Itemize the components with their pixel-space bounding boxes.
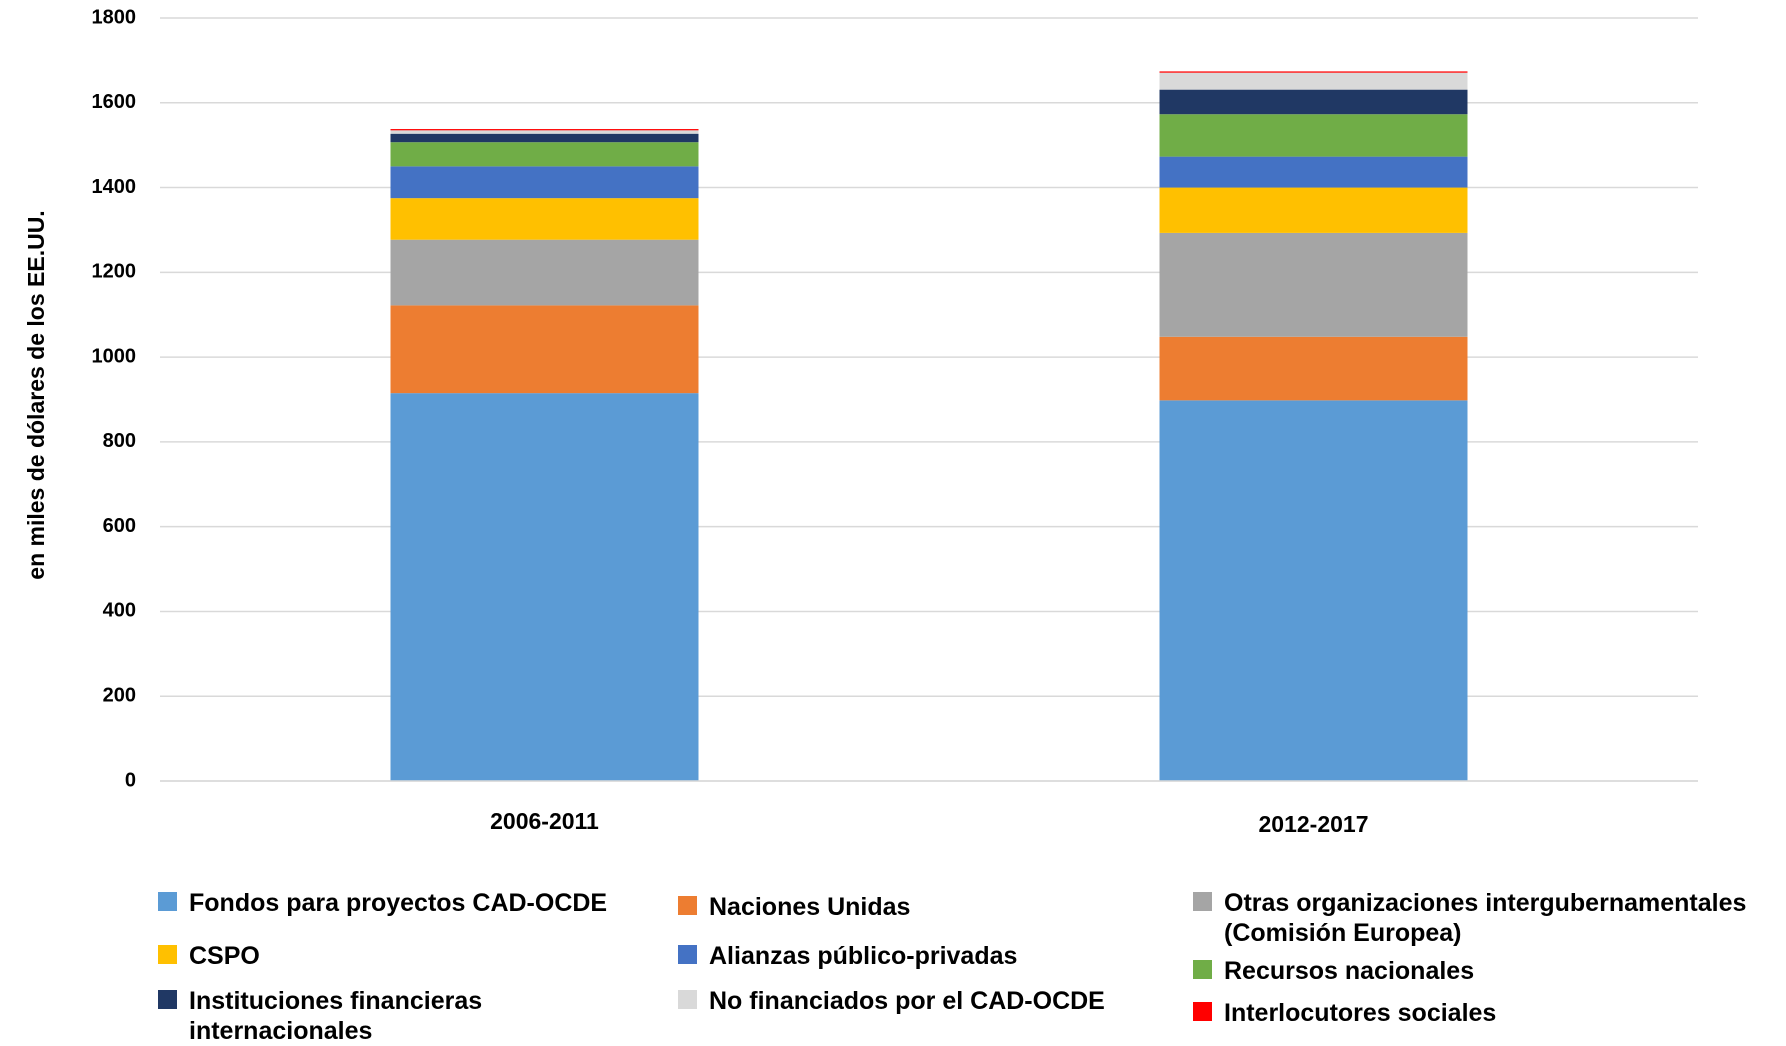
x-tick-label: 2012-2017 bbox=[1259, 811, 1369, 837]
bar-segment bbox=[1159, 187, 1468, 233]
bar-segment bbox=[390, 198, 699, 240]
bar-segment bbox=[390, 133, 699, 143]
bar-segment bbox=[1159, 232, 1468, 337]
bar-segment bbox=[1159, 71, 1468, 73]
axes: 0 200 400 600 800 1000 1200 1400 1600 1800 2006-20… bbox=[92, 6, 1698, 837]
bar-segment bbox=[1159, 336, 1468, 401]
y-axis-label: en miles de dólares de los EE.UU. bbox=[23, 210, 49, 579]
bar-segment bbox=[1159, 400, 1468, 781]
bar-segment bbox=[1159, 114, 1468, 157]
x-tick-label: 2006-2011 bbox=[490, 808, 599, 834]
y-tick-label: 1200 bbox=[92, 261, 137, 283]
y-tick-label: 1800 bbox=[92, 6, 137, 28]
bar-segment bbox=[390, 393, 699, 781]
y-tick-label: 800 bbox=[103, 430, 136, 452]
y-tick-label: 1400 bbox=[92, 176, 137, 198]
bar-segment bbox=[390, 239, 699, 306]
y-tick-label: 0 bbox=[125, 769, 136, 791]
y-tick-label: 400 bbox=[103, 600, 136, 622]
y-tick-label: 200 bbox=[103, 685, 136, 707]
y-tick-label: 1600 bbox=[92, 91, 137, 113]
y-tick-label: 600 bbox=[103, 515, 136, 537]
bar-segment bbox=[390, 130, 699, 134]
bar-segment bbox=[390, 142, 699, 167]
bar-segment bbox=[390, 166, 699, 199]
y-tick-label: 1000 bbox=[92, 345, 137, 367]
bar-segment bbox=[390, 305, 699, 394]
bar-segment bbox=[390, 129, 699, 131]
bars bbox=[390, 71, 1468, 781]
bar-segment bbox=[1159, 72, 1468, 90]
bar-segment bbox=[1159, 156, 1468, 188]
bar-segment bbox=[1159, 89, 1468, 115]
